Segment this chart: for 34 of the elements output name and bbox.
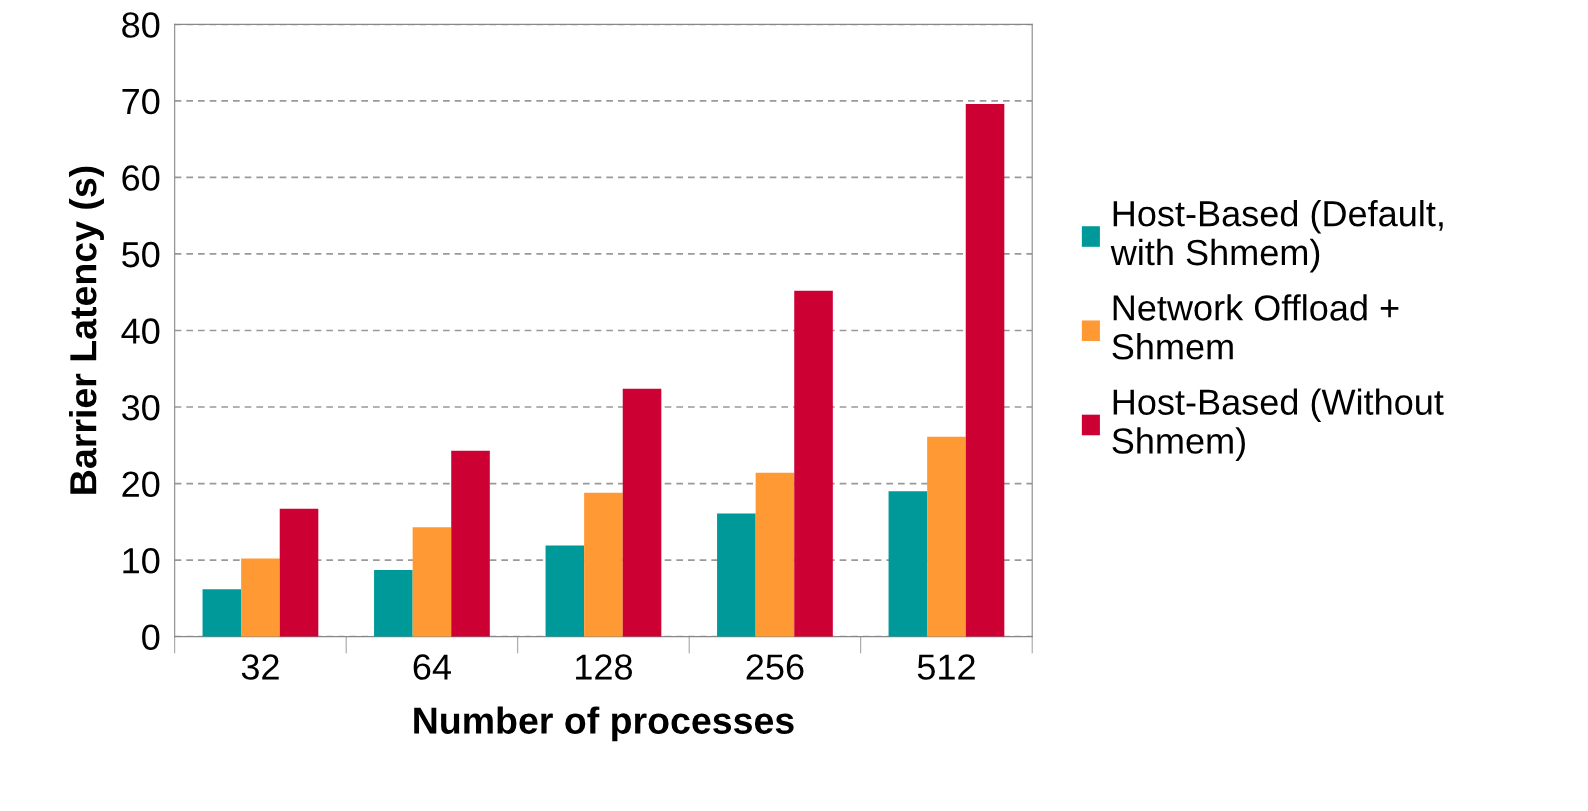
x-axis-title: Number of processes	[414, 706, 794, 742]
y-tick-label: 70	[122, 88, 160, 115]
bar	[794, 290, 833, 637]
y-tick-label: 80	[122, 12, 160, 38]
bar	[927, 436, 966, 637]
y-tick-label: 20	[122, 471, 160, 497]
y-axis-title: Barrier Latency (s)	[69, 166, 104, 494]
x-tick-label: 64	[413, 654, 451, 680]
y-tick-label: 60	[122, 165, 160, 191]
x-tick-label: 128	[576, 654, 632, 680]
bar	[241, 558, 280, 637]
x-tick-label: 32	[241, 654, 279, 680]
legend-label: Host-Based (Without Shmem)	[1112, 388, 1444, 461]
bar	[888, 491, 928, 637]
bar	[412, 527, 452, 637]
y-tick-label: 40	[121, 318, 160, 344]
y-tick-label: 50	[122, 241, 160, 268]
x-tick-label: 512	[917, 654, 975, 680]
bar	[279, 508, 319, 637]
bar	[965, 103, 1005, 637]
bar	[451, 450, 490, 637]
bar	[374, 570, 413, 637]
y-tick-label: 10	[123, 547, 160, 574]
bar	[622, 388, 662, 637]
bar	[717, 513, 756, 637]
y-tick-label: 0	[142, 624, 160, 651]
x-tick-label: 256	[746, 654, 804, 680]
bar	[584, 492, 623, 637]
y-tick-label: 30	[122, 394, 160, 421]
bar	[202, 589, 242, 637]
legend-label: Network Offload + Shmem	[1112, 294, 1399, 360]
legend-label: Host-Based (Default, with Shmem)	[1110, 199, 1443, 273]
bar	[545, 545, 585, 637]
bar	[755, 472, 795, 637]
